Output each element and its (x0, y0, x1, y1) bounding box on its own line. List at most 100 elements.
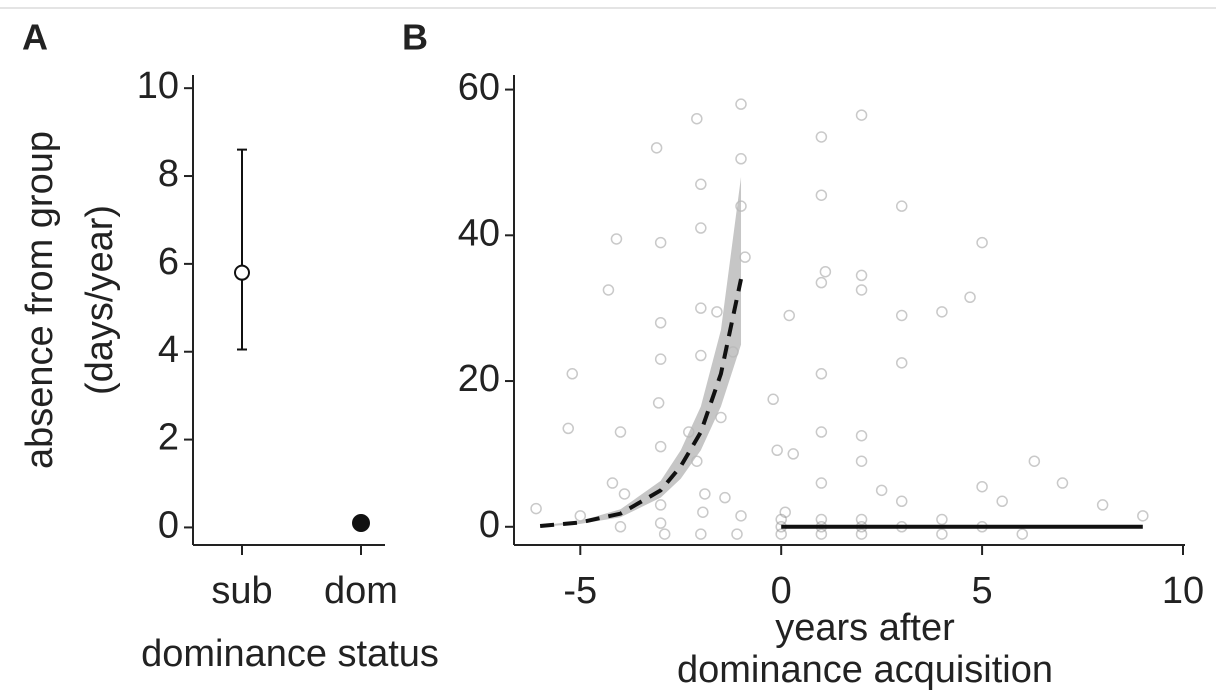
x-tick-label: sub (211, 570, 272, 612)
point (695, 528, 707, 540)
point (815, 528, 828, 540)
y-tick-label: 4 (158, 329, 179, 371)
point (711, 306, 723, 318)
point (610, 233, 623, 245)
point (895, 357, 908, 369)
point (658, 528, 671, 540)
x-tick-label: dom (324, 570, 398, 612)
point (735, 510, 747, 522)
x-axis-label: dominance acquisition (677, 649, 1053, 691)
point (936, 528, 948, 540)
panel-label: A (22, 17, 48, 58)
point (815, 276, 828, 289)
point (650, 142, 663, 154)
y-tick-label: 10 (137, 65, 179, 107)
point (1016, 528, 1029, 540)
point (936, 306, 948, 318)
point (815, 368, 828, 380)
point (855, 269, 868, 282)
point (654, 499, 667, 511)
point (895, 309, 908, 322)
y-axis-label: (days/year) (79, 205, 121, 395)
point (775, 528, 787, 540)
error-bar (237, 148, 247, 351)
point (352, 514, 370, 533)
point (783, 309, 795, 322)
point (767, 393, 779, 406)
point (936, 513, 948, 526)
point (815, 477, 828, 489)
point (735, 153, 747, 165)
point (819, 265, 832, 278)
point (695, 302, 707, 314)
point (654, 440, 667, 453)
y-tick-label: 20 (458, 358, 500, 400)
x-tick-label: 10 (1162, 570, 1204, 612)
point (566, 368, 579, 380)
fit-line (539, 278, 743, 529)
point (895, 200, 908, 212)
point (976, 480, 988, 493)
point (614, 521, 627, 533)
point (996, 495, 1008, 508)
point (815, 189, 828, 201)
panel-label: B (402, 17, 428, 58)
confidence-band (540, 177, 742, 527)
point (779, 506, 791, 518)
point (695, 222, 707, 234)
point (1056, 477, 1069, 489)
point (719, 491, 731, 504)
point (614, 426, 627, 438)
y-tick-label: 60 (458, 67, 500, 109)
y-tick-label: 8 (158, 153, 179, 195)
point (771, 444, 783, 457)
point (964, 291, 976, 303)
x-tick-label: 0 (771, 570, 792, 612)
point (652, 397, 665, 409)
point (735, 98, 747, 110)
y-tick-label: 40 (458, 212, 500, 254)
point (739, 251, 751, 263)
point (562, 422, 574, 435)
point (815, 131, 828, 143)
x-tick-label: -5 (563, 570, 597, 612)
point (775, 513, 787, 526)
point (654, 353, 667, 365)
point (815, 513, 828, 526)
point (1028, 455, 1041, 467)
y-axis-label: absence from group (19, 131, 61, 469)
y-tick-label: 2 (158, 417, 179, 459)
y-tick-label: 0 (479, 504, 500, 546)
point (855, 513, 868, 526)
point (855, 429, 868, 442)
point (602, 284, 615, 296)
point (530, 502, 542, 515)
point (697, 506, 709, 518)
point (234, 264, 250, 281)
point (787, 448, 799, 460)
point (815, 426, 828, 438)
x-axis-label: years after (775, 607, 955, 649)
point (654, 236, 667, 249)
point (855, 109, 868, 121)
point (976, 236, 988, 249)
point (731, 528, 743, 540)
point (855, 284, 868, 296)
point (875, 484, 888, 497)
point (695, 178, 707, 191)
point (699, 488, 711, 500)
point (1137, 510, 1149, 522)
y-tick-label: 0 (158, 504, 179, 546)
point (1096, 499, 1109, 511)
point (606, 477, 619, 489)
x-tick-label: 5 (972, 570, 993, 612)
point (654, 317, 667, 329)
point (574, 510, 587, 522)
point (695, 349, 707, 362)
point (618, 488, 631, 500)
point (855, 528, 868, 540)
point (715, 411, 727, 424)
y-tick-label: 6 (158, 241, 179, 283)
